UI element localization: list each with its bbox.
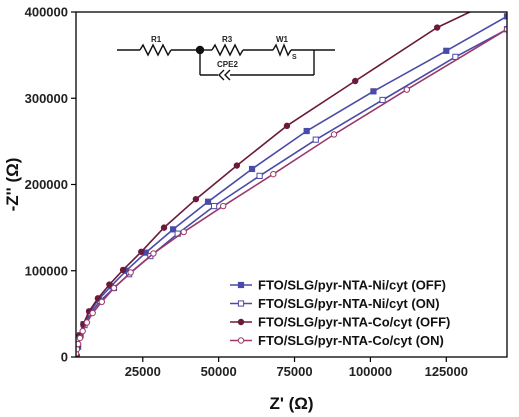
data-point (94, 295, 102, 302)
data-point (110, 284, 118, 292)
circuit-label-cpe2: CPE2 (217, 60, 238, 69)
legend-marker (237, 337, 245, 344)
circuit-label-w1: W1 (276, 35, 289, 44)
data-point (160, 224, 168, 231)
resistor-r1-symbol (139, 43, 172, 57)
data-point (204, 198, 212, 205)
data-point (79, 327, 86, 335)
data-point (248, 165, 256, 173)
data-point (256, 172, 263, 179)
data-point (312, 136, 319, 143)
data-point (370, 88, 377, 95)
data-point (98, 298, 105, 305)
legend-label: FTO/SLG/pyr-NTA-Ni/cyt (ON) (258, 296, 440, 311)
data-point (76, 334, 84, 342)
y-axis: 0 100000 200000 300000 400000 (25, 5, 76, 365)
data-point (443, 47, 450, 54)
y-tick-label: 100000 (25, 263, 68, 278)
series-4 (76, 26, 507, 357)
data-point (379, 96, 386, 104)
x-tick-label: 100000 (349, 364, 392, 379)
warburg-w1-symbol (272, 43, 292, 57)
x-axis: 25000 50000 75000 100000 125000 (125, 357, 468, 379)
x-axis-title: Z' (Ω) (269, 394, 313, 413)
data-point (89, 309, 96, 317)
x-tick-label: 50000 (201, 364, 237, 379)
data-point (76, 346, 81, 353)
cpe2-symbol (218, 69, 225, 81)
circuit-label-r1: R1 (151, 35, 162, 44)
legend: FTO/SLG/pyr-NTA-Ni/cyt (OFF) FTO/SLG/pyr-… (230, 278, 450, 348)
data-point (352, 77, 359, 85)
y-tick-label: 300000 (25, 91, 68, 106)
data-point (270, 170, 277, 178)
data-point (220, 202, 227, 210)
data-point (83, 319, 91, 326)
x-tick-label: 75000 (276, 364, 312, 379)
y-tick-label: 0 (61, 350, 68, 365)
legend-label: FTO/SLG/pyr-NTA-Co/cyt (OFF) (258, 315, 450, 330)
legend-marker (237, 300, 245, 307)
circuit-label-s: S (292, 54, 297, 61)
equivalent-circuit-inset (117, 43, 335, 81)
legend-marker (237, 281, 245, 289)
data-point (433, 24, 441, 31)
data-point (233, 162, 241, 169)
x-tick-label: 25000 (125, 364, 161, 379)
x-tick-label: 125000 (425, 364, 468, 379)
data-point (180, 228, 187, 236)
data-point (403, 86, 411, 93)
data-point (170, 226, 177, 233)
data-point (283, 122, 291, 130)
data-point (127, 269, 134, 276)
data-point (330, 131, 338, 138)
y-tick-label: 200000 (25, 177, 68, 192)
y-axis-title: -Z'' (Ω) (3, 158, 22, 212)
resistor-r3-symbol (211, 43, 244, 57)
circuit-label-r3: R3 (222, 35, 233, 44)
data-point (76, 340, 82, 348)
data-point (138, 248, 145, 255)
series-layer (76, 0, 507, 357)
legend-label: FTO/SLG/pyr-NTA-Co/cyt (ON) (258, 333, 444, 348)
data-point (119, 266, 127, 274)
data-point (192, 195, 200, 203)
y-tick-label: 400000 (25, 5, 68, 20)
data-point (106, 281, 113, 288)
data-point (303, 127, 310, 135)
data-point (211, 202, 218, 210)
legend-marker (237, 318, 245, 326)
data-point (150, 250, 157, 257)
cpe2-symbol-part (224, 69, 231, 81)
legend-label: FTO/SLG/pyr-NTA-Ni/cyt (OFF) (258, 278, 446, 293)
data-point (489, 0, 494, 4)
